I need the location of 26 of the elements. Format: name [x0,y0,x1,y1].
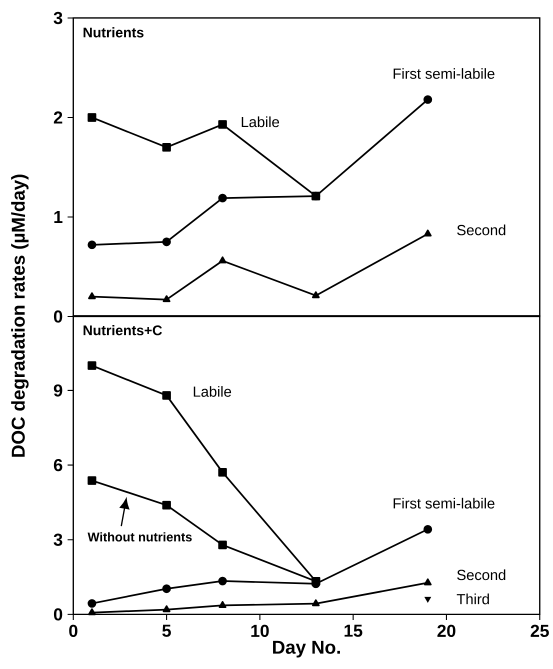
text: Nutrients+C [84,325,162,336]
series-label: First semi-labile [394,498,494,509]
y-tick-label: 6 [54,458,62,472]
x-axis-title: Day No. [273,640,340,658]
y-tick-label: 0 [54,310,62,323]
series-label: Labile [194,386,232,397]
text: Nutrients [84,27,144,38]
y-axis-title: DOC degradation rates (µM/day) [11,174,29,457]
y-tick-label: 1 [54,211,62,223]
series-label: Second [457,569,506,580]
x-tick-label: 15 [344,624,362,637]
series-label: Second [457,224,506,236]
x-tick-label: 5 [162,624,171,637]
y-tick-label: 9 [54,384,62,397]
x-tick-label: 25 [530,624,549,638]
x-tick-label: 0 [69,624,78,638]
y-tick-label: 2 [54,111,62,124]
series-label: Labile [242,116,280,128]
y-tick-label: 3 [54,534,62,546]
x-tick-label: 20 [437,624,456,638]
y-tick-label: 0 [54,608,62,620]
y-tick-label: 3 [54,12,62,24]
x-tick-label: 10 [251,624,269,638]
legend-label: Without nutrients [88,532,192,542]
series-label: Third [456,594,489,604]
series-label: First semi-labile [394,68,494,79]
